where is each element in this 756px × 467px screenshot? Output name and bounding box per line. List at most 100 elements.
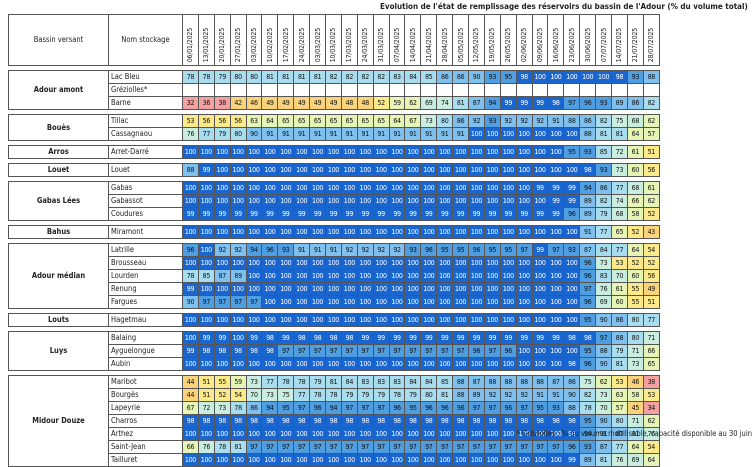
value-cell: 100	[277, 181, 295, 195]
value-cell: 80	[436, 114, 454, 128]
value-cell: 91	[388, 127, 406, 141]
value-cell: 97	[547, 243, 565, 257]
value-cell: 100	[404, 357, 422, 371]
value-cell: 83	[372, 375, 390, 389]
basin-cell: Adour amont	[8, 70, 109, 110]
name-header: Nom stockage	[108, 14, 183, 66]
value-cell: 90	[563, 388, 581, 402]
value-cell: 77	[595, 225, 613, 239]
value-cell: 80	[229, 70, 247, 84]
value-cell	[468, 83, 485, 97]
value-cell: 97	[563, 96, 581, 110]
value-cell: 88	[452, 375, 470, 389]
value-cell: 100	[420, 256, 438, 270]
value-cell: 100	[293, 295, 311, 309]
value-cell: 100	[213, 313, 231, 327]
value-cell: 64	[626, 127, 644, 141]
value-cell	[452, 83, 470, 97]
value-cell: 97	[356, 440, 374, 454]
value-cell: 82	[595, 114, 613, 128]
value-cell: 93	[595, 96, 613, 110]
value-cell: 98	[452, 414, 470, 428]
value-cell: 64	[626, 440, 644, 454]
value-cell: 67	[404, 114, 422, 128]
value-cell: 100	[563, 225, 581, 239]
value-cell: 70	[595, 401, 613, 415]
value-cell: 100	[499, 163, 517, 177]
value-cell: 100	[452, 357, 470, 371]
value-cell	[372, 83, 390, 97]
value-cell: 100	[277, 282, 295, 296]
value-cell: 94	[245, 243, 263, 257]
value-cell: 99	[213, 331, 231, 345]
value-cell: 100	[515, 344, 533, 358]
value-cell: 100	[213, 282, 231, 296]
value-cell: 75	[579, 375, 597, 389]
value-cell: 90	[595, 414, 613, 428]
value-cell: 87	[595, 440, 613, 454]
value-cell: 100	[261, 225, 279, 239]
value-cell: 62	[595, 375, 613, 389]
value-cell: 80	[611, 414, 628, 428]
value-cell: 84	[340, 375, 358, 389]
value-cell: 100	[531, 269, 549, 283]
value-cell: 100	[293, 181, 311, 195]
value-cell: 77	[293, 388, 311, 402]
value-cell: 100	[531, 282, 549, 296]
value-cell: 43	[642, 225, 660, 239]
value-cell: 100	[277, 163, 295, 177]
value-cell: 100	[245, 313, 263, 327]
value-cell: 100	[325, 256, 342, 270]
value-cell: 100	[531, 256, 549, 270]
basin-cell: Adour médian	[8, 243, 109, 309]
value-cell: 98	[340, 331, 358, 345]
table-row: Lapeyrie 67 72 73 78 86 94 95 97 96 94 97 97 97 96 95 96…	[9, 401, 660, 415]
value-cell: 100	[309, 145, 327, 159]
value-cell: 100	[309, 357, 327, 371]
value-cell: 100	[388, 145, 406, 159]
value-cell: 53	[642, 388, 660, 402]
value-cell: 98	[404, 414, 422, 428]
value-cell: 98	[547, 414, 565, 428]
value-cell: 52	[626, 225, 644, 239]
table-row: Bouès Tillac 53 56 56 56 63 64 65 65 65 65 65 65 65 64 6…	[8, 114, 660, 141]
value-cell: 65	[277, 114, 295, 128]
value-cell: 91	[309, 127, 327, 141]
value-cell: 100	[563, 269, 581, 283]
value-cell: 81	[325, 375, 342, 389]
value-cell: 100	[499, 181, 517, 195]
value-cell: 100	[468, 357, 485, 371]
basin-cell: Midour Douze	[8, 375, 109, 467]
date-header: 17/03/2025	[340, 14, 358, 66]
value-cell: 97	[483, 440, 501, 454]
value-cell: 100	[325, 282, 342, 296]
value-cell: 100	[531, 145, 549, 159]
value-cell: 100	[499, 127, 517, 141]
date-label: 14/04/2025	[408, 27, 417, 62]
value-cell: 98	[579, 331, 597, 345]
value-cell: 78	[579, 401, 597, 415]
value-cell: 52	[213, 388, 231, 402]
value-cell: 100	[531, 127, 549, 141]
value-cell: 80	[626, 331, 644, 345]
table-row: Adour médian Latrille 96 100 92 92 94 96 93 91 91 9…	[8, 243, 660, 309]
value-cell: 100	[436, 194, 454, 208]
value-cell: 73	[261, 388, 279, 402]
value-cell: 98	[293, 414, 311, 428]
reservoir-name: Fargues	[108, 295, 183, 309]
value-cell: 100	[420, 145, 438, 159]
value-cell: 36	[197, 96, 215, 110]
value-cell: 90	[468, 70, 485, 84]
value-cell: 83	[595, 269, 613, 283]
reservoir-name: Lourden	[108, 269, 183, 283]
basin-cell: Bahus	[8, 225, 109, 239]
value-cell: 100	[356, 181, 374, 195]
value-cell: 98	[293, 331, 311, 345]
value-cell: 95	[499, 243, 517, 257]
value-cell: 100	[245, 163, 263, 177]
value-cell: 97	[515, 440, 533, 454]
value-cell: 98	[182, 414, 199, 428]
value-cell: 97	[229, 295, 247, 309]
value-cell: 85	[595, 145, 613, 159]
value-cell: 100	[483, 225, 501, 239]
